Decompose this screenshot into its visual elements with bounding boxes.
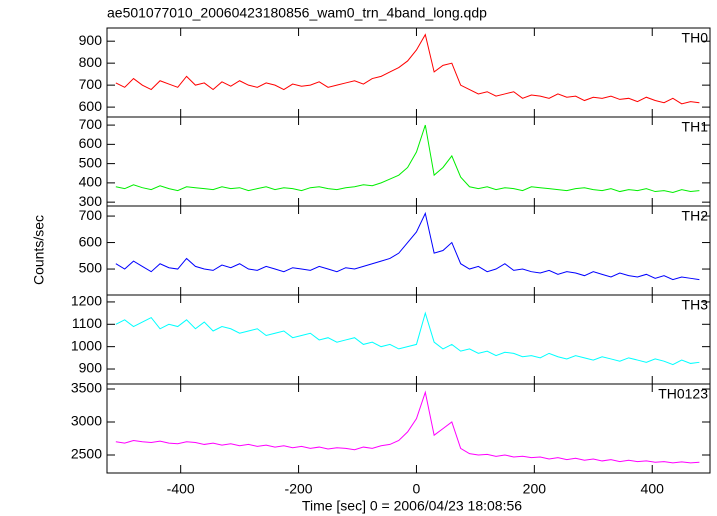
y-tick-label: 700 bbox=[79, 76, 103, 92]
y-tick-label: 1000 bbox=[71, 337, 102, 353]
x-axis-label: Time [sec] 0 = 2006/04/23 18:08:56 bbox=[302, 498, 522, 514]
y-tick-label: 3000 bbox=[71, 413, 102, 429]
panel-frame bbox=[106, 27, 711, 118]
light-curve bbox=[115, 211, 700, 281]
panel-frame bbox=[106, 383, 711, 474]
legend-label: TH0123 bbox=[658, 386, 708, 402]
x-tick-label: 0 bbox=[413, 481, 421, 497]
panel-frame bbox=[106, 294, 711, 385]
y-tick-label: 400 bbox=[79, 174, 103, 190]
y-tick-label: 600 bbox=[79, 98, 103, 114]
legend-label: TH2 bbox=[682, 208, 709, 224]
y-tick-label: 500 bbox=[79, 260, 103, 276]
y-tick-label: 700 bbox=[79, 207, 103, 223]
y-tick-label: 3500 bbox=[71, 380, 102, 396]
x-tick-label: 200 bbox=[523, 481, 547, 497]
light-curve bbox=[115, 124, 700, 194]
panel-frame bbox=[106, 205, 711, 296]
light-curve bbox=[115, 33, 700, 105]
x-tick-label: -400 bbox=[167, 481, 195, 497]
legend-label: TH3 bbox=[682, 297, 709, 313]
y-axis-label: Counts/sec bbox=[31, 215, 47, 285]
legend-label: TH0 bbox=[682, 30, 709, 46]
light-curve bbox=[115, 311, 700, 366]
y-tick-label: 900 bbox=[79, 32, 103, 48]
panel-frame bbox=[106, 116, 711, 207]
y-tick-label: 500 bbox=[79, 154, 103, 170]
y-tick-label: 600 bbox=[79, 135, 103, 151]
y-tick-label: 2500 bbox=[71, 446, 102, 462]
light-curve bbox=[115, 390, 700, 464]
x-tick-label: -200 bbox=[285, 481, 313, 497]
y-tick-label: 900 bbox=[79, 360, 103, 376]
y-tick-label: 600 bbox=[79, 233, 103, 249]
x-tick-label: 400 bbox=[641, 481, 665, 497]
chart-title: ae501077010_20060423180856_wam0_trn_4ban… bbox=[107, 5, 487, 21]
y-tick-label: 800 bbox=[79, 54, 103, 70]
legend-label: TH1 bbox=[682, 119, 709, 135]
y-tick-label: 300 bbox=[79, 193, 103, 209]
y-tick-label: 1100 bbox=[72, 315, 102, 331]
y-tick-label: 700 bbox=[79, 116, 103, 132]
y-tick-label: 1200 bbox=[71, 293, 102, 309]
